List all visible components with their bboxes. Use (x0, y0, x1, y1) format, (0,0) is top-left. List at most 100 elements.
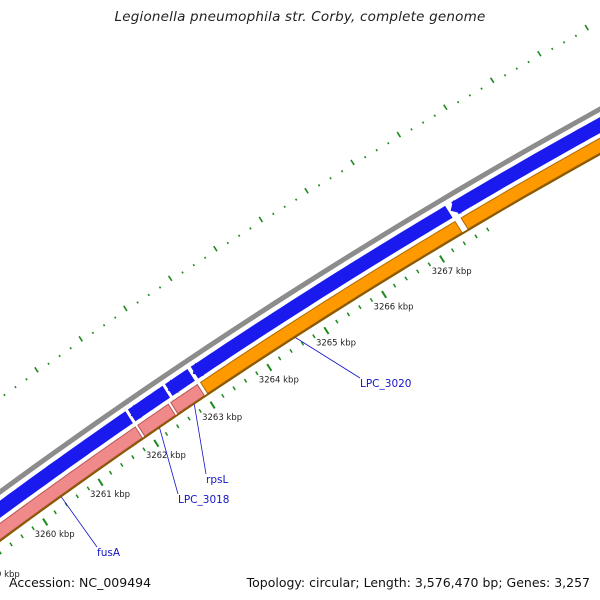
gene-label-rpsL: rpsL (206, 474, 228, 486)
gc-dot (158, 286, 162, 289)
gc-dot (443, 104, 448, 111)
ruler-minor-tick (108, 470, 113, 475)
ruler-major-tick (42, 518, 49, 526)
ruler-minor-tick (450, 248, 455, 253)
forward-cds-0 (0, 411, 133, 518)
ruler-label: 3261 kbp (90, 490, 130, 500)
gc-dot (3, 393, 6, 397)
map-title: Legionella pneumophila str. Corby, compl… (114, 9, 486, 25)
ruler-minor-tick (120, 462, 124, 468)
gc-dot (25, 378, 28, 381)
gc-dot (340, 169, 344, 173)
ruler-label: 3267 kbp (432, 267, 472, 277)
gc-dot (468, 94, 472, 97)
ruler-minor-tick (0, 550, 2, 555)
ruler-minor-tick (198, 408, 202, 414)
gc-dot (387, 141, 390, 145)
ruler-minor-tick (176, 424, 180, 429)
ruler-minor-tick (462, 241, 467, 246)
ruler-minor-tick (9, 542, 13, 547)
ruler-label: 3266 kbp (374, 302, 414, 312)
ruler-minor-tick (164, 431, 169, 437)
ruler-minor-tick (221, 393, 225, 398)
gc-dot (317, 184, 321, 187)
ruler-minor-tick (404, 276, 408, 281)
gc-dot (574, 34, 578, 38)
gc-dot (329, 176, 332, 180)
gc-dot (78, 335, 84, 342)
ruler-label: 3262 kbp (146, 451, 186, 461)
gc-dot (69, 346, 72, 350)
forward-arrowhead-3 (450, 199, 462, 214)
ruler-minor-tick (312, 334, 316, 339)
gene-LPC_3020 (199, 220, 463, 395)
ruler-major-tick (323, 326, 330, 335)
gene-label-LPC_3020: LPC_3020 (360, 378, 412, 390)
gc-dot (91, 331, 95, 335)
ruler-minor-tick (474, 234, 478, 239)
ruler-major-tick (153, 439, 160, 448)
gc-dot (562, 41, 566, 44)
gc-dot (375, 148, 378, 152)
gc-dot (480, 87, 483, 90)
gene-label-fusA: fusA (97, 547, 121, 559)
ruler-minor-tick (131, 455, 135, 460)
forward-arrowhead-1 (167, 379, 179, 393)
gc-dot (237, 234, 241, 237)
forward-arrowhead-0 (130, 404, 142, 419)
gc-dot (515, 67, 519, 70)
gc-dot (410, 128, 413, 131)
ruler-minor-tick (486, 227, 490, 232)
ruler-major-tick (97, 478, 104, 487)
gc-dot (551, 47, 554, 51)
gc-dot (350, 159, 355, 166)
gene-leader-line (295, 337, 361, 379)
ruler-label: 3259 kbp (0, 570, 20, 580)
ruler-major-tick (209, 401, 216, 409)
gc-dot (14, 385, 17, 389)
ruler-minor-tick (358, 305, 362, 310)
ruler-major-tick (381, 290, 388, 299)
gc-dot (456, 100, 460, 104)
gene-orange-next (460, 137, 600, 230)
backbone-track (0, 106, 600, 496)
kbp-ruler: 3259 kbp 3260 kbp 3261 kbp 3262 kbp 3263 kbp… (0, 227, 490, 580)
gc-dot (584, 24, 590, 31)
gc-dot (181, 271, 184, 274)
forward-cds-3 (190, 205, 453, 379)
ruler-minor-tick (255, 371, 259, 376)
topology-text: Topology: circular; Length: 3,576,470 bp… (246, 575, 590, 590)
gc-dot (433, 114, 436, 117)
ruler-minor-tick (346, 312, 351, 317)
forward-cds-1 (127, 385, 170, 422)
gc-dot (503, 73, 507, 77)
ruler-minor-tick (289, 348, 293, 354)
gc-dot (489, 77, 495, 84)
ruler-minor-tick (142, 447, 146, 452)
ruler-major-tick (439, 255, 446, 263)
gc-dot (147, 293, 151, 297)
ruler-minor-tick (31, 526, 35, 531)
ruler-minor-tick (86, 486, 91, 491)
gc-dot (226, 241, 229, 245)
accession-text: Accession: NC_009494 (9, 575, 152, 590)
ruler-label: 3264 kbp (259, 375, 299, 385)
ruler-minor-tick (335, 319, 339, 324)
gene-labels: fusA LPC_3018 rpsL LPC_3020 (60, 337, 412, 559)
gc-dot (203, 256, 207, 260)
ruler-minor-tick (369, 297, 374, 303)
ruler-minor-tick (232, 386, 236, 391)
gc-dot (527, 60, 530, 64)
gc-dot (258, 216, 264, 223)
forward-arrowhead-2 (192, 362, 204, 377)
ruler-minor-tick (243, 378, 248, 383)
gc-dot (136, 301, 139, 304)
gene-leader-line (193, 404, 207, 475)
ruler-minor-tick (427, 262, 432, 267)
gc-dot (272, 212, 275, 216)
gc-dot (396, 131, 402, 138)
gc-dot (294, 198, 298, 201)
gc-dot (421, 121, 425, 124)
ruler-minor-tick (300, 341, 305, 346)
